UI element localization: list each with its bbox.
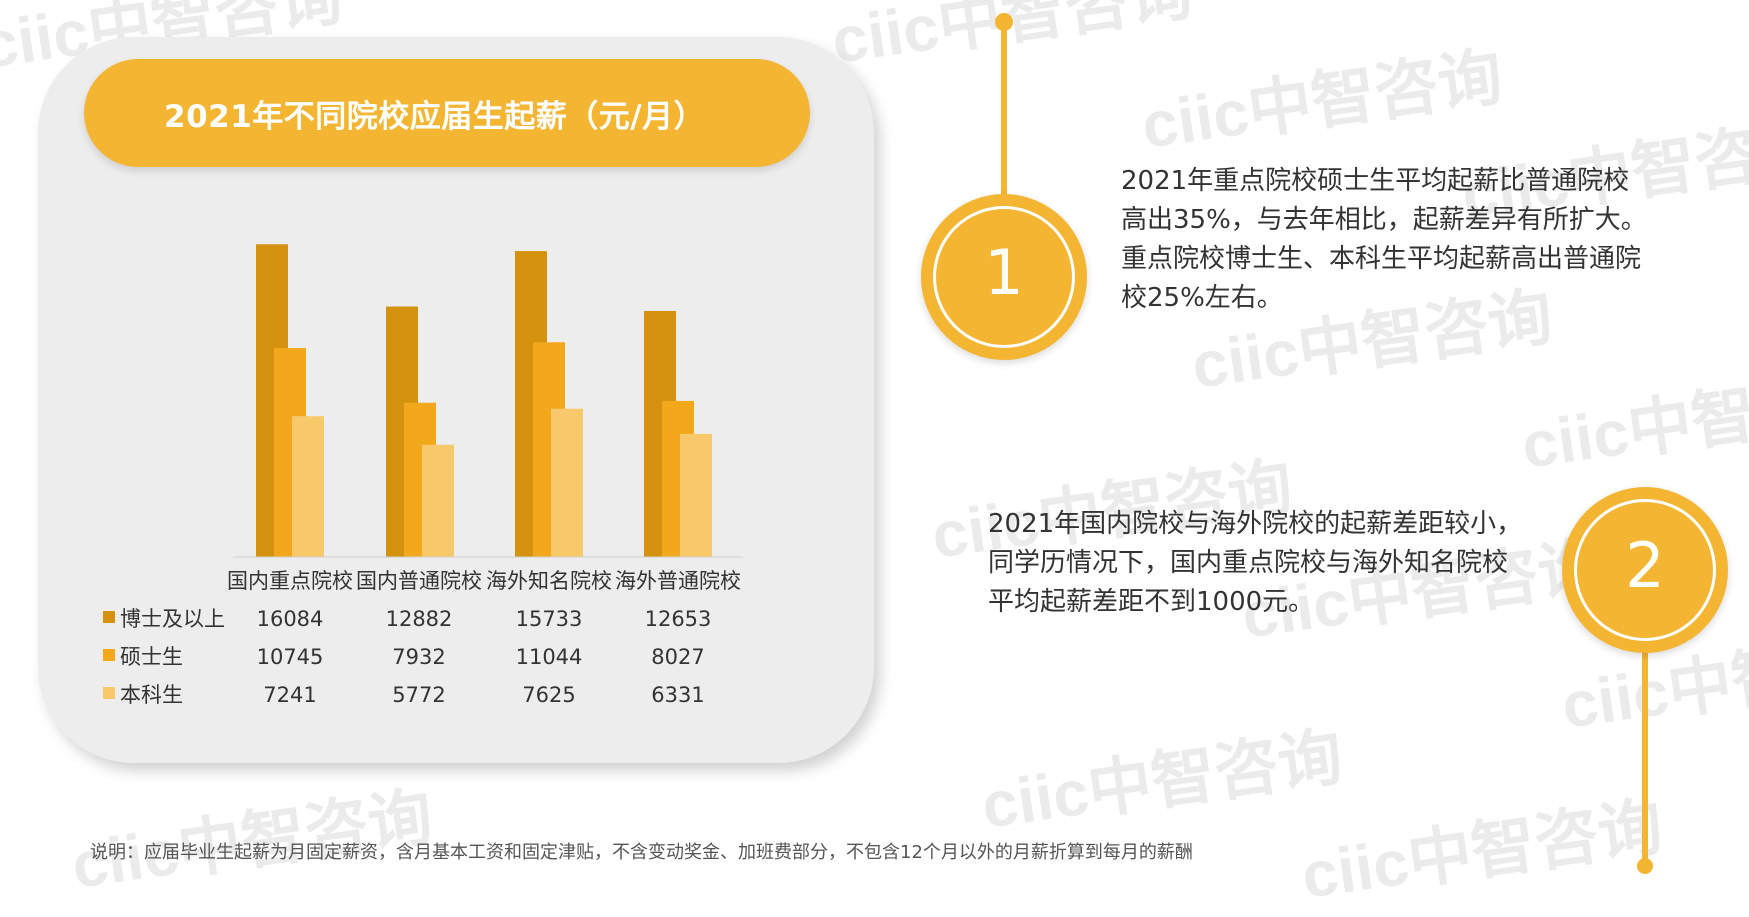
watermark: ciic中智咨询 bbox=[827, 0, 1197, 77]
data-value-label: 12882 bbox=[386, 607, 453, 631]
watermark: ciic中智咨询 bbox=[1517, 360, 1749, 482]
data-value-label: 8027 bbox=[651, 645, 704, 669]
legend-label: 博士及以上 bbox=[120, 607, 225, 631]
x-tick-label: 国内普通院校 bbox=[356, 569, 482, 593]
x-tick-label: 国内重点院校 bbox=[227, 569, 353, 593]
data-value-label: 16084 bbox=[257, 607, 324, 631]
watermark: ciic中智咨询 bbox=[977, 720, 1347, 842]
bar-bachelor bbox=[680, 433, 712, 557]
legend-swatch bbox=[103, 687, 115, 699]
bar-bachelor bbox=[292, 416, 324, 557]
data-value-label: 7625 bbox=[522, 683, 575, 707]
note-2-text: 2021年国内院校与海外院校的起薪差距较小， 同学历情况下，国内重点院校与海外知… bbox=[988, 505, 1522, 622]
data-value-label: 12653 bbox=[645, 607, 712, 631]
note-1-number: 1 bbox=[984, 236, 1024, 309]
legend-label: 本科生 bbox=[120, 683, 183, 707]
note-1-line: 校25%左右。 bbox=[1121, 283, 1283, 313]
note-2-number: 2 bbox=[1625, 529, 1665, 602]
note-2-line: 2021年国内院校与海外院校的起薪差距较小， bbox=[988, 509, 1523, 539]
chart-title-bar: 2021年不同院校应届生起薪（元/月） bbox=[84, 59, 810, 167]
note-1-line: 高出35%，与去年相比，起薪差异有所扩大。 bbox=[1121, 205, 1647, 235]
data-value-label: 7241 bbox=[263, 683, 316, 707]
note-2-line: 同学历情况下，国内重点院校与海外知名院校 bbox=[988, 548, 1509, 578]
watermark: ciic中智咨询 bbox=[1137, 40, 1507, 162]
watermark: ciic中智咨询 bbox=[1297, 790, 1667, 912]
footnote: 说明：应届毕业生起薪为月固定薪资，含月基本工资和固定津贴，不含变动奖金、加班费部… bbox=[90, 842, 1193, 863]
note-1-line: 重点院校博士生、本科生平均起薪高出普通院 bbox=[1121, 244, 1642, 274]
legend-label: 硕士生 bbox=[120, 645, 183, 669]
watermark: ciic中智咨询 bbox=[67, 780, 437, 902]
x-tick-label: 海外普通院校 bbox=[615, 569, 741, 593]
note-1-badge: 1 bbox=[921, 194, 1087, 360]
legend-swatch bbox=[103, 611, 115, 623]
data-value-label: 7932 bbox=[392, 645, 445, 669]
bar-bachelor bbox=[551, 408, 583, 557]
data-value-label: 5772 bbox=[392, 683, 445, 707]
note-2-badge: 2 bbox=[1562, 487, 1728, 653]
note-1-line: 2021年重点院校硕士生平均起薪比普通院校 bbox=[1121, 166, 1630, 196]
timeline-bottom-line bbox=[1642, 650, 1648, 865]
legend-swatch bbox=[103, 649, 115, 661]
data-value-label: 11044 bbox=[516, 645, 583, 669]
data-value-label: 15733 bbox=[516, 607, 583, 631]
bar-bachelor bbox=[422, 444, 454, 557]
data-value-label: 6331 bbox=[651, 683, 704, 707]
timeline-top-line bbox=[1001, 22, 1007, 218]
badge-ring bbox=[1574, 499, 1716, 641]
chart-card: 2021年不同院校应届生起薪（元/月） 国内重点院校 国内普通院校 海外知名院校 海外… bbox=[38, 37, 874, 763]
data-value-label: 10745 bbox=[257, 645, 324, 669]
timeline-bottom-dot bbox=[1637, 858, 1653, 874]
x-tick-label: 海外知名院校 bbox=[486, 569, 612, 593]
badge-ring bbox=[933, 206, 1075, 348]
note-2-line: 平均起薪差距不到1000元。 bbox=[988, 587, 1315, 617]
note-1-text: 2021年重点院校硕士生平均起薪比普通院校 高出35%，与去年相比，起薪差异有所… bbox=[1121, 162, 1647, 318]
chart-title: 2021年不同院校应届生起薪（元/月） bbox=[164, 98, 706, 135]
